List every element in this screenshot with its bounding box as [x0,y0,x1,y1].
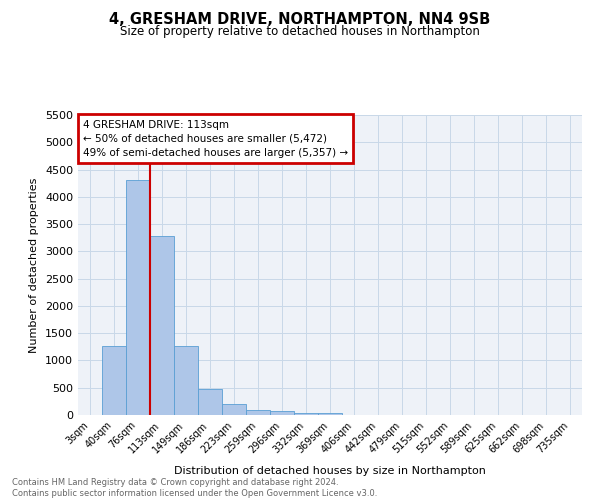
Bar [102,346,126,415]
Bar [126,180,150,415]
X-axis label: Distribution of detached houses by size in Northampton: Distribution of detached houses by size … [174,466,486,476]
Bar [294,413,318,415]
Bar [246,410,270,415]
Y-axis label: Number of detached properties: Number of detached properties [29,178,40,352]
Bar [174,346,198,415]
Text: 4, GRESHAM DRIVE, NORTHAMPTON, NN4 9SB: 4, GRESHAM DRIVE, NORTHAMPTON, NN4 9SB [109,12,491,28]
Text: Size of property relative to detached houses in Northampton: Size of property relative to detached ho… [120,25,480,38]
Bar [222,404,246,415]
Text: 4 GRESHAM DRIVE: 113sqm
← 50% of detached houses are smaller (5,472)
49% of semi: 4 GRESHAM DRIVE: 113sqm ← 50% of detache… [83,120,348,158]
Text: Contains HM Land Registry data © Crown copyright and database right 2024.
Contai: Contains HM Land Registry data © Crown c… [12,478,377,498]
Bar [150,236,174,415]
Bar [318,414,342,415]
Bar [270,411,294,415]
Bar [198,390,222,415]
